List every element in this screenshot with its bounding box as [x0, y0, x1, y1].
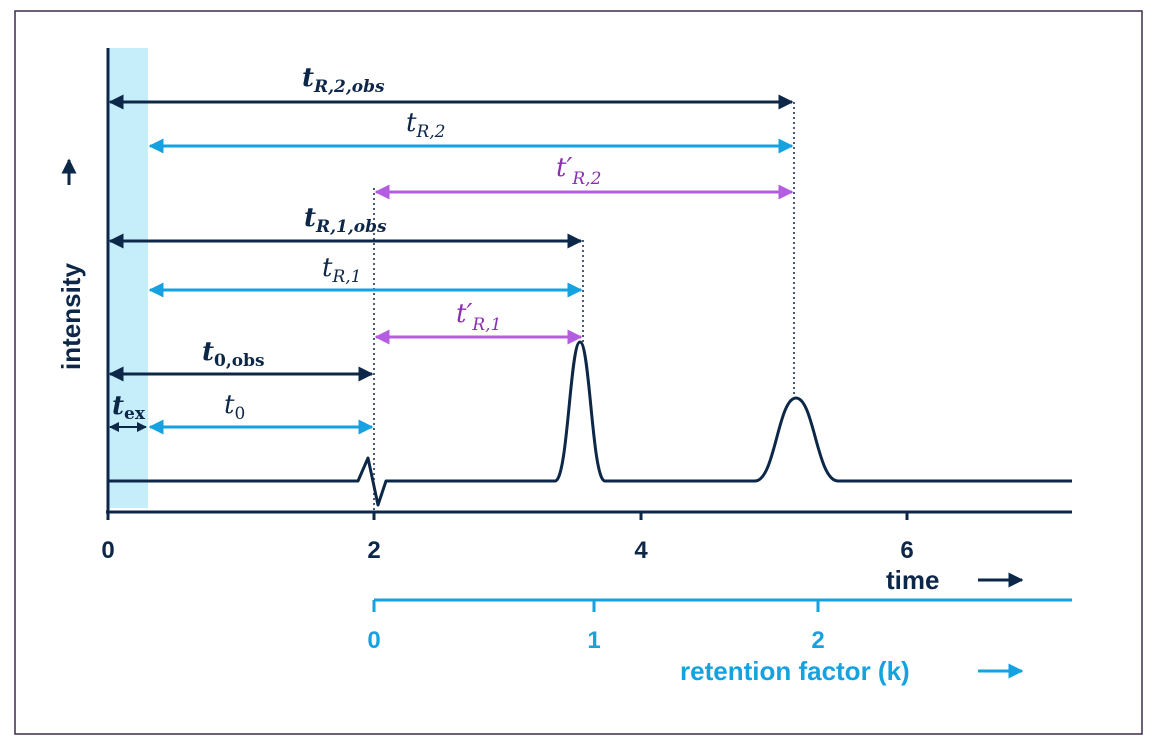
- time-tick-label-4: 4: [634, 537, 648, 564]
- label-t-R2-obs: tR,2,obs: [302, 63, 385, 97]
- label-t0: t0: [224, 390, 245, 424]
- outer-frame: [14, 10, 1143, 735]
- k-axis-label: retention factor (k): [680, 656, 910, 686]
- label-t-prime-R2: t′R,2: [556, 153, 601, 189]
- time-tick-label-6: 6: [900, 537, 913, 564]
- label-t-R2: tR,2: [406, 108, 445, 142]
- extra-column-band: [108, 48, 148, 508]
- time-tick-label-2: 2: [367, 537, 380, 564]
- label-t-R1: tR,1: [322, 253, 361, 287]
- k-tick-label-2: 2: [811, 627, 824, 654]
- label-t-R1-obs: tR,1,obs: [304, 203, 387, 237]
- time-tick-label-0: 0: [101, 537, 114, 564]
- label-t0-obs: t0,obs: [202, 337, 265, 371]
- time-ticks: [106, 512, 909, 520]
- label-t-ex: tex: [112, 391, 146, 424]
- k-tick-label-0: 0: [367, 627, 380, 654]
- chromatogram-trace: [108, 340, 1072, 507]
- y-axis-label: intensity: [56, 263, 86, 370]
- label-t-prime-R1: t′R,1: [456, 299, 501, 335]
- time-axis-label: time: [886, 565, 939, 595]
- y-axis-label-group: intensity: [56, 263, 86, 370]
- k-tick-label-1: 1: [587, 627, 600, 654]
